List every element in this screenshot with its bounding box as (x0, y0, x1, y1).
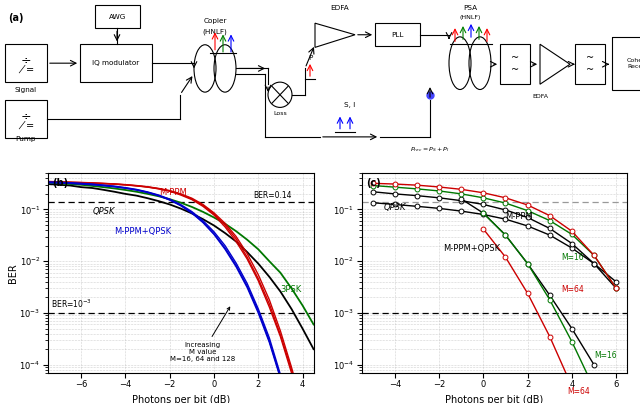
Text: $P_{rec}=P_S+P_I$: $P_{rec}=P_S+P_I$ (410, 145, 450, 154)
Text: $\div$: $\div$ (20, 54, 31, 66)
Text: Signal: Signal (15, 87, 37, 93)
Bar (5, 100, 47, 138)
Text: IQ modulator: IQ modulator (92, 60, 140, 66)
Y-axis label: BER: BER (8, 263, 18, 283)
Text: PSA: PSA (463, 5, 477, 11)
Text: M-PPM+QPSK: M-PPM+QPSK (115, 227, 172, 236)
Text: Loss: Loss (273, 111, 287, 116)
Bar (80, 44, 152, 82)
Text: M=64: M=64 (568, 387, 590, 396)
Text: (a): (a) (8, 12, 24, 23)
Bar (612, 37, 640, 89)
Text: BER=10$^{-3}$: BER=10$^{-3}$ (51, 297, 92, 310)
Bar (500, 44, 530, 84)
Text: ~
~: ~ ~ (511, 54, 519, 75)
Text: M-PPM+QPSK: M-PPM+QPSK (444, 243, 500, 253)
Text: (HNLF): (HNLF) (460, 15, 481, 21)
Text: AWG: AWG (109, 14, 126, 20)
Text: 3PSK: 3PSK (280, 285, 301, 294)
Text: (HNLF): (HNLF) (203, 28, 227, 35)
Text: $\not\!=$: $\not\!=$ (18, 118, 35, 131)
Text: ~
~: ~ ~ (586, 54, 594, 75)
Text: (b): (b) (52, 178, 68, 188)
Text: P: P (308, 55, 312, 61)
Text: Copier: Copier (204, 18, 227, 24)
Text: M-PPM: M-PPM (506, 212, 533, 221)
Text: Coherent
Receiver: Coherent Receiver (627, 58, 640, 69)
Text: PLL: PLL (391, 32, 404, 38)
Text: (c): (c) (366, 178, 381, 188)
Text: $\div$: $\div$ (20, 109, 31, 123)
Bar (5, 44, 47, 82)
Bar (95, 5, 140, 29)
Text: $\not\!=$: $\not\!=$ (18, 62, 35, 75)
Text: BER=0.14: BER=0.14 (253, 191, 291, 199)
X-axis label: Photons per bit (dB): Photons per bit (dB) (445, 395, 543, 403)
Text: Increasing
M value
M=16, 64 and 128: Increasing M value M=16, 64 and 128 (170, 307, 236, 361)
Text: EDFA: EDFA (532, 94, 548, 100)
Text: M=16: M=16 (594, 351, 616, 360)
Text: QPSK: QPSK (384, 203, 406, 212)
Text: QPSK: QPSK (92, 207, 115, 216)
Text: EDFA: EDFA (331, 5, 349, 11)
Bar (575, 44, 605, 84)
Text: Pump: Pump (16, 136, 36, 142)
Text: M=16: M=16 (561, 253, 584, 262)
Text: M=64: M=64 (561, 285, 584, 294)
X-axis label: Photons per bit (dB): Photons per bit (dB) (132, 395, 230, 403)
Text: M-PPM: M-PPM (159, 188, 186, 197)
Text: S, I: S, I (344, 102, 356, 108)
Bar (375, 23, 420, 46)
